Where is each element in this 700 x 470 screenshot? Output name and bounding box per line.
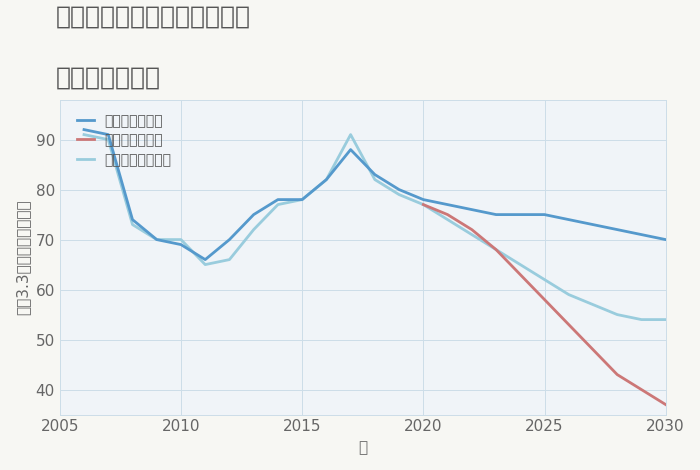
ノーマルシナリオ bbox=[419, 202, 428, 207]
ノーマルシナリオ bbox=[468, 232, 476, 237]
グッドシナリオ bbox=[153, 237, 161, 243]
グッドシナリオ bbox=[201, 257, 209, 262]
グッドシナリオ bbox=[540, 212, 549, 218]
ノーマルシナリオ bbox=[346, 132, 355, 137]
グッドシナリオ bbox=[468, 207, 476, 212]
ノーマルシナリオ bbox=[540, 277, 549, 282]
X-axis label: 年: 年 bbox=[358, 440, 368, 455]
グッドシナリオ bbox=[395, 187, 403, 192]
グッドシナリオ bbox=[589, 222, 597, 227]
グッドシナリオ bbox=[322, 177, 330, 182]
グッドシナリオ bbox=[274, 197, 282, 203]
ノーマルシナリオ bbox=[443, 217, 452, 222]
バッドシナリオ bbox=[662, 402, 670, 407]
ノーマルシナリオ bbox=[225, 257, 234, 262]
Y-axis label: 坪（3.3㎡）単価（万円）: 坪（3.3㎡）単価（万円） bbox=[15, 199, 30, 315]
バッドシナリオ bbox=[637, 387, 645, 392]
Text: 土地の価格推移: 土地の価格推移 bbox=[56, 66, 161, 90]
グッドシナリオ bbox=[443, 202, 452, 207]
グッドシナリオ bbox=[225, 237, 234, 243]
グッドシナリオ bbox=[177, 242, 186, 247]
グッドシナリオ bbox=[662, 237, 670, 243]
バッドシナリオ bbox=[443, 212, 452, 218]
グッドシナリオ bbox=[613, 227, 622, 232]
バッドシナリオ bbox=[564, 322, 573, 328]
ノーマルシナリオ bbox=[589, 302, 597, 307]
ノーマルシナリオ bbox=[613, 312, 622, 317]
グッドシナリオ bbox=[80, 127, 88, 133]
ノーマルシナリオ bbox=[516, 262, 524, 267]
ノーマルシナリオ bbox=[564, 292, 573, 298]
Line: バッドシナリオ: バッドシナリオ bbox=[424, 204, 666, 405]
バッドシナリオ bbox=[492, 247, 500, 252]
バッドシナリオ bbox=[613, 372, 622, 377]
ノーマルシナリオ bbox=[80, 132, 88, 137]
バッドシナリオ bbox=[589, 347, 597, 352]
グッドシナリオ bbox=[249, 212, 258, 218]
Line: ノーマルシナリオ: ノーマルシナリオ bbox=[84, 134, 666, 320]
ノーマルシナリオ bbox=[201, 262, 209, 267]
ノーマルシナリオ bbox=[298, 197, 307, 203]
ノーマルシナリオ bbox=[177, 237, 186, 243]
バッドシナリオ bbox=[419, 202, 428, 207]
グッドシナリオ bbox=[492, 212, 500, 218]
バッドシナリオ bbox=[540, 297, 549, 302]
バッドシナリオ bbox=[468, 227, 476, 232]
Legend: グッドシナリオ, バッドシナリオ, ノーマルシナリオ: グッドシナリオ, バッドシナリオ, ノーマルシナリオ bbox=[73, 110, 176, 171]
ノーマルシナリオ bbox=[104, 137, 113, 142]
ノーマルシナリオ bbox=[371, 177, 379, 182]
ノーマルシナリオ bbox=[492, 247, 500, 252]
グッドシナリオ bbox=[637, 232, 645, 237]
ノーマルシナリオ bbox=[274, 202, 282, 207]
Text: 神奈川県横浜市南区永田南の: 神奈川県横浜市南区永田南の bbox=[56, 5, 251, 29]
グッドシナリオ bbox=[104, 132, 113, 137]
ノーマルシナリオ bbox=[322, 177, 330, 182]
Line: グッドシナリオ: グッドシナリオ bbox=[84, 130, 666, 259]
グッドシナリオ bbox=[419, 197, 428, 203]
グッドシナリオ bbox=[346, 147, 355, 152]
バッドシナリオ bbox=[516, 272, 524, 277]
ノーマルシナリオ bbox=[395, 192, 403, 197]
ノーマルシナリオ bbox=[637, 317, 645, 322]
グッドシナリオ bbox=[371, 172, 379, 177]
グッドシナリオ bbox=[298, 197, 307, 203]
グッドシナリオ bbox=[564, 217, 573, 222]
グッドシナリオ bbox=[516, 212, 524, 218]
ノーマルシナリオ bbox=[662, 317, 670, 322]
グッドシナリオ bbox=[128, 217, 136, 222]
ノーマルシナリオ bbox=[249, 227, 258, 232]
ノーマルシナリオ bbox=[153, 237, 161, 243]
ノーマルシナリオ bbox=[128, 222, 136, 227]
